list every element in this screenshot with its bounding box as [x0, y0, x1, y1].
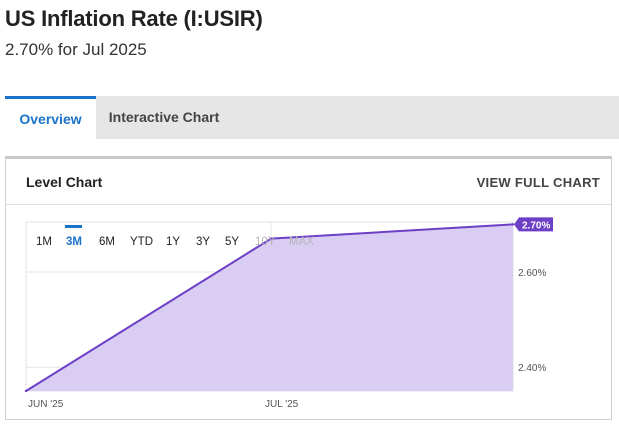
page-subtitle: 2.70% for Jul 2025	[5, 40, 147, 59]
view-full-chart-link[interactable]: VIEW FULL CHART	[476, 175, 600, 190]
y-tick-label: 2.40%	[518, 363, 546, 374]
range-button-3m[interactable]: 3M	[66, 236, 82, 248]
range-button-3y[interactable]: 3Y	[196, 236, 210, 248]
series-area	[26, 224, 513, 391]
tab-bar: Overview Interactive Chart	[5, 96, 619, 139]
data-point	[511, 223, 515, 226]
level-chart[interactable]: 2.60% 2.40% 2.70% JUN '25 JUL '25 1M 3M 6M YTD 1Y…	[6, 204, 611, 420]
last-value-badge	[514, 217, 553, 232]
card-title: Level Chart	[26, 174, 103, 190]
range-button-ytd[interactable]: YTD	[130, 236, 153, 248]
x-tick-label: JUL '25	[265, 399, 299, 410]
series-line-segment	[270, 223, 514, 240]
tab-overview[interactable]: Overview	[5, 96, 96, 139]
x-tick-label: JUN '25	[28, 399, 64, 410]
series-line-segment	[25, 237, 272, 392]
range-button-1y[interactable]: 1Y	[166, 236, 180, 248]
range-button-10y: 10Y	[255, 236, 276, 248]
y-tick-label: 2.60%	[518, 268, 546, 279]
card-header: Level Chart VIEW FULL CHART	[6, 159, 611, 205]
page-title: US Inflation Rate (I:USIR)	[5, 6, 263, 31]
last-value-label: 2.70%	[522, 220, 550, 231]
range-button-max: MAX	[289, 236, 314, 248]
data-point	[24, 389, 28, 393]
range-active-indicator	[65, 225, 82, 228]
range-button-1m[interactable]: 1M	[36, 236, 52, 248]
range-button-5y[interactable]: 5Y	[225, 236, 239, 248]
range-button-6m[interactable]: 6M	[99, 236, 115, 248]
data-point	[269, 237, 273, 240]
level-chart-card: Level Chart VIEW FULL CHART 2.60% 2.40% 2.…	[5, 156, 612, 420]
tab-interactive-chart[interactable]: Interactive Chart	[108, 109, 220, 125]
